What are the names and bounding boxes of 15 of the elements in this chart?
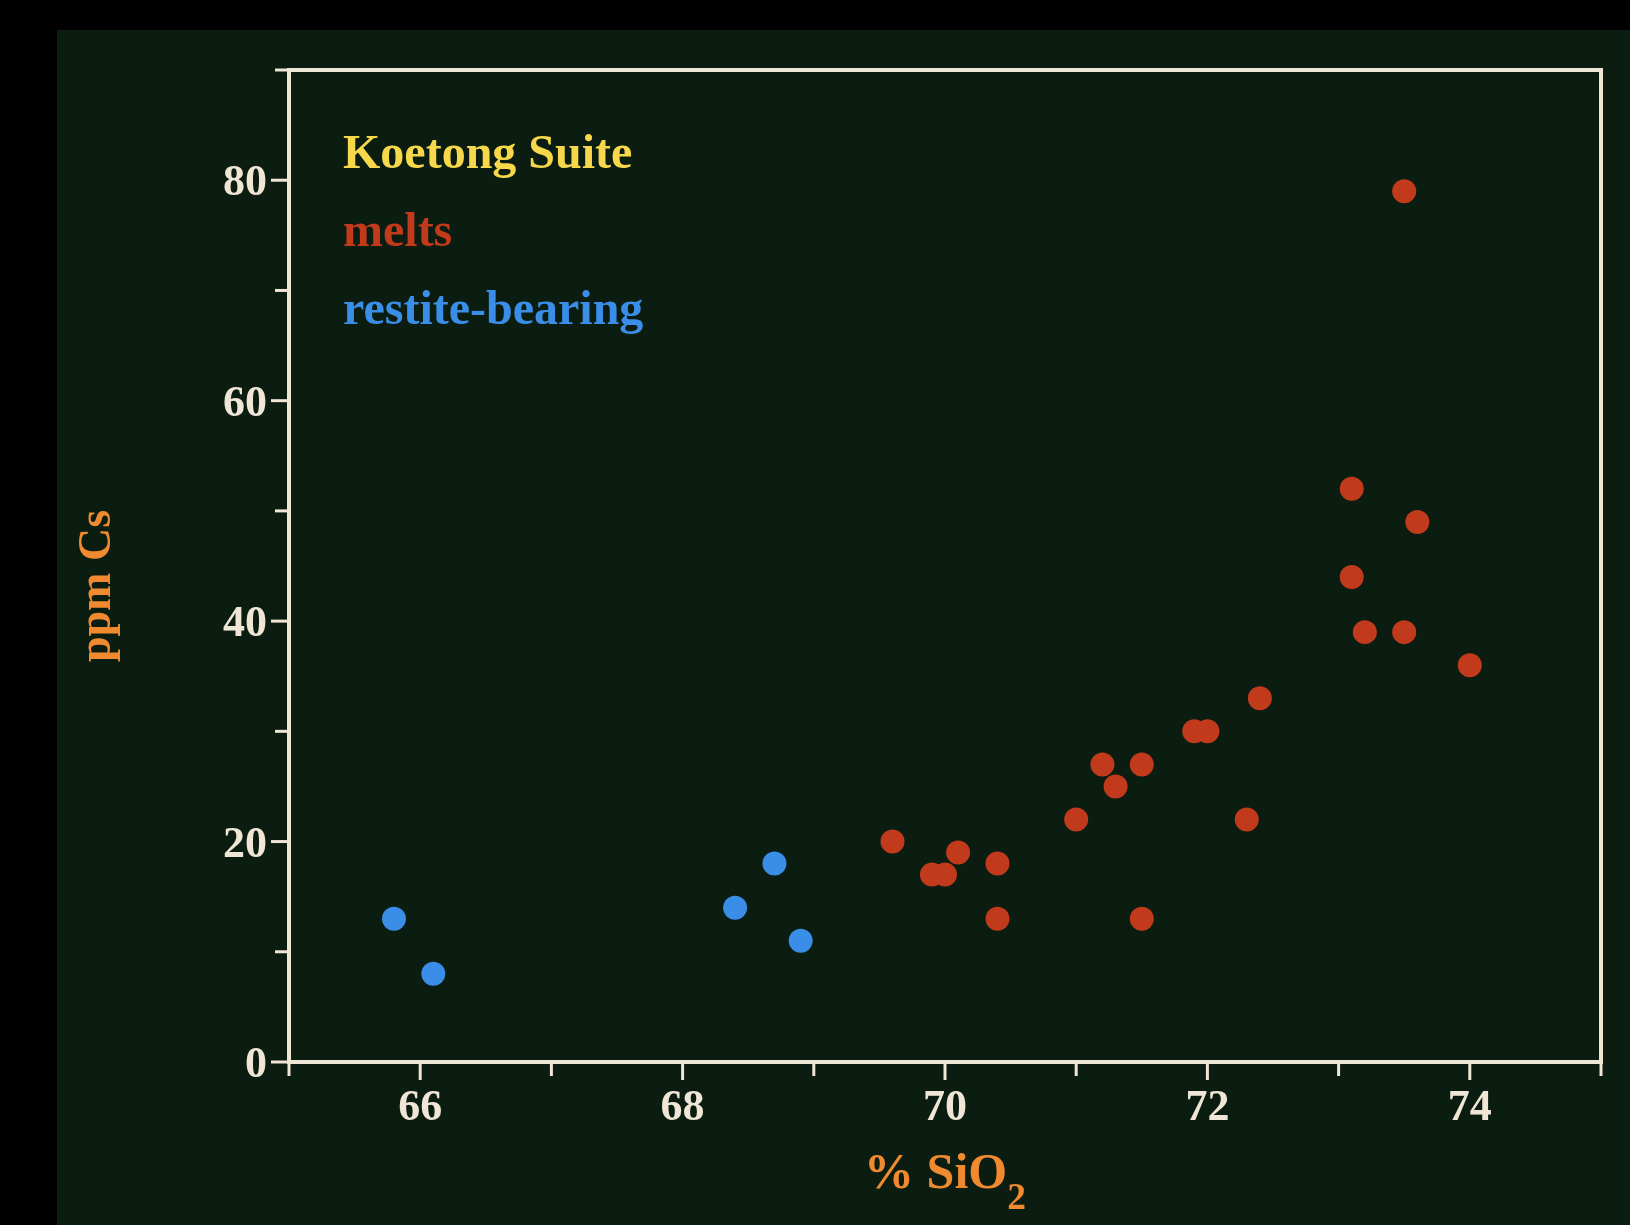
x-tick-label: 72 bbox=[1185, 1081, 1230, 1130]
y-axis-title: ppm Cs bbox=[69, 509, 120, 663]
legend-title: Koetong Suite bbox=[343, 125, 633, 178]
y-tick-label: 0 bbox=[245, 1038, 267, 1087]
y-tick-label: 20 bbox=[223, 817, 267, 867]
y-tick-label: 80 bbox=[223, 156, 267, 206]
x-tick-label: 70 bbox=[923, 1081, 967, 1130]
x-tick-label: 66 bbox=[398, 1081, 443, 1130]
x-tick-label: 68 bbox=[660, 1081, 705, 1130]
y-tick-label: 40 bbox=[223, 597, 267, 647]
x-axis-title: % SiO$_{2}$ bbox=[864, 1143, 1026, 1217]
text: melts bbox=[343, 203, 453, 256]
text: restite-bearing bbox=[343, 281, 644, 334]
y-tick-label: 60 bbox=[223, 376, 267, 426]
x-tick-label: 74 bbox=[1447, 1081, 1492, 1130]
